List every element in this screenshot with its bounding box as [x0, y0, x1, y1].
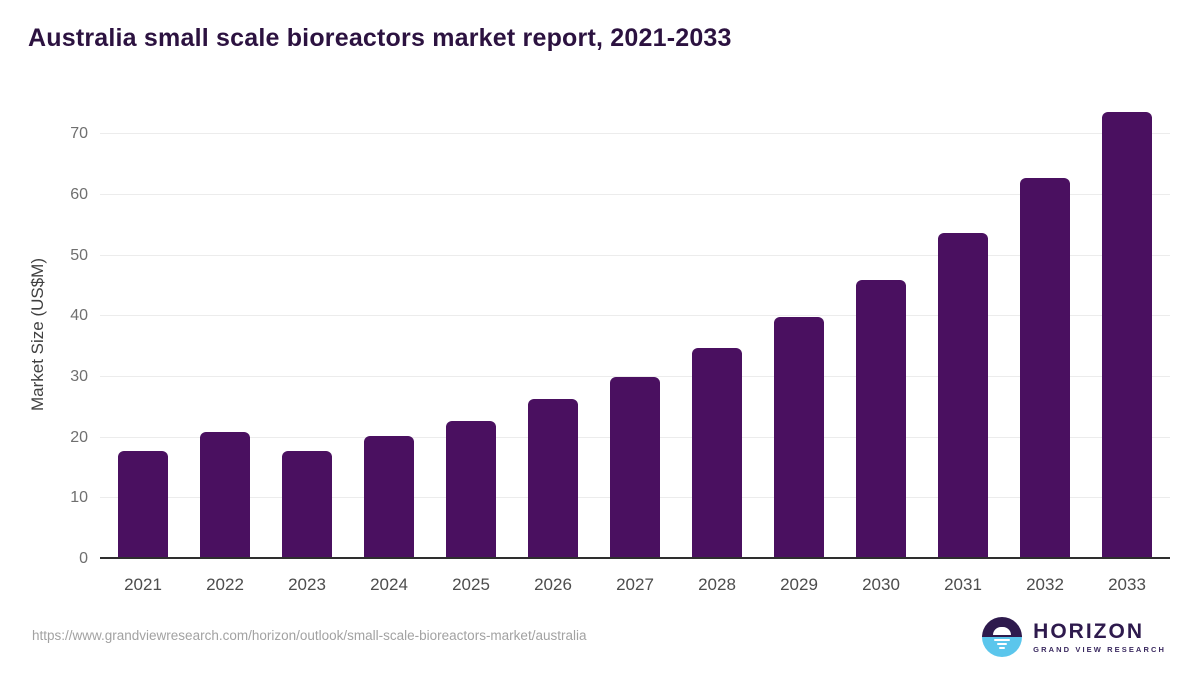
- x-tick-label: 2030: [862, 575, 900, 594]
- x-tick-label: 2029: [780, 575, 818, 594]
- y-tick-label: 30: [70, 367, 88, 385]
- x-tick-label: 2024: [370, 575, 408, 594]
- bar-2022: 2022: [200, 432, 250, 594]
- sun-reflection-line: [994, 639, 1011, 641]
- gridline: [100, 193, 1170, 195]
- y-tick-label: 70: [70, 125, 88, 143]
- sun-reflection-line: [999, 647, 1006, 649]
- gridline: [100, 133, 1170, 135]
- bar-2033: 2033: [1102, 112, 1152, 594]
- bar-2021: 2021: [118, 450, 168, 594]
- source-url: https://www.grandviewresearch.com/horizo…: [32, 628, 587, 643]
- y-tick-label: 50: [70, 246, 88, 264]
- gridline: [100, 254, 1170, 256]
- bar-2025: 2025: [446, 420, 496, 594]
- x-tick-label: 2021: [124, 575, 162, 594]
- horizon-logo: HORIZON GRAND VIEW RESEARCH: [982, 617, 1166, 657]
- bar-2023: 2023: [282, 450, 332, 594]
- y-tick-label: 10: [70, 489, 88, 507]
- bar-2031: 2031: [938, 233, 988, 594]
- x-tick-label: 2025: [452, 575, 490, 594]
- y-tick-label: 0: [79, 550, 88, 567]
- x-tick-label: 2026: [534, 575, 572, 594]
- bar-2029: 2029: [774, 317, 824, 594]
- y-tick-label: 40: [70, 307, 88, 325]
- chart-title: Australia small scale bioreactors market…: [28, 24, 732, 52]
- bar-2024: 2024: [364, 436, 414, 594]
- bar-series: 2021 2022 2023 2024 2025 2026 2027 2028 2029 2030…: [100, 110, 1170, 594]
- x-tick-label: 2027: [616, 575, 654, 594]
- y-tick-label: 20: [70, 428, 88, 446]
- bar-chart-plot-area: 2021 2022 2023 2024 2025 2026 2027 2028 2029 2030…: [100, 110, 1170, 594]
- y-tick-label: 60: [70, 185, 88, 203]
- bar-2028: 2028: [692, 348, 742, 594]
- x-tick-label: 2022: [206, 575, 244, 594]
- bar-2027: 2027: [610, 376, 660, 594]
- x-tick-label: 2023: [288, 575, 326, 594]
- gridline: [100, 315, 1170, 317]
- logo-text: HORIZON GRAND VIEW RESEARCH: [1033, 621, 1166, 654]
- bar-2030: 2030: [856, 279, 906, 594]
- x-tick-label: 2028: [698, 575, 736, 594]
- x-tick-label: 2033: [1108, 575, 1146, 594]
- bar-2026: 2026: [528, 399, 578, 594]
- gridline: [100, 375, 1170, 377]
- y-axis-tick-labels: 0 10 20 30 40 50 60 70: [0, 110, 88, 567]
- x-tick-label: 2031: [944, 575, 982, 594]
- horizon-sun-icon: [982, 617, 1023, 657]
- sun-glyph: [993, 627, 1012, 635]
- sun-reflection-line: [997, 643, 1008, 645]
- bar-2032: 2032: [1020, 177, 1070, 594]
- logo-subtitle: GRAND VIEW RESEARCH: [1033, 644, 1166, 654]
- x-axis-line: [100, 557, 1170, 559]
- logo-brand-name: HORIZON: [1033, 619, 1144, 643]
- x-tick-label: 2032: [1026, 575, 1064, 594]
